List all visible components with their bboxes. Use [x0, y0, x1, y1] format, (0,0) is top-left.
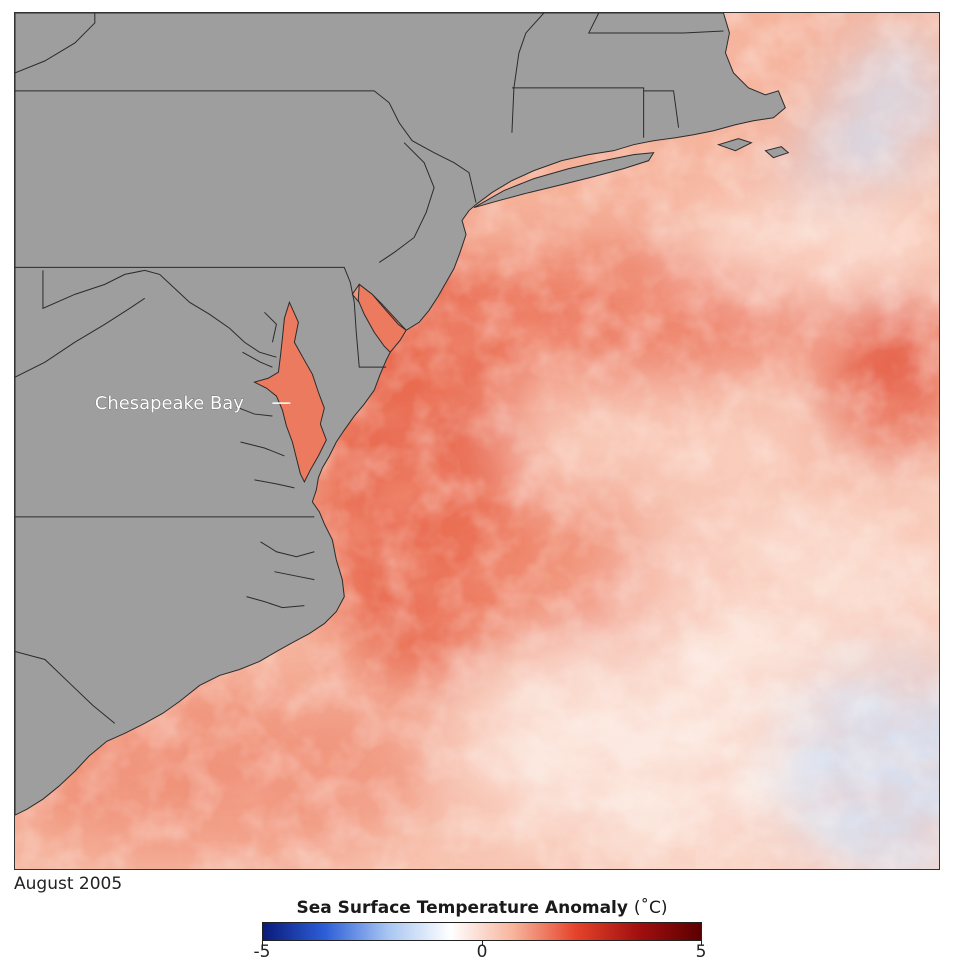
inlet-details	[236, 311, 315, 609]
chesapeake-bay	[253, 300, 327, 484]
tick-min	[262, 941, 263, 945]
delaware-bay	[357, 283, 407, 353]
legend-colorbar	[262, 922, 702, 941]
legend-title-text: Sea Surface Temperature Anomaly	[296, 898, 628, 918]
tick-label-min: -5	[253, 942, 271, 962]
long-island	[473, 152, 655, 209]
chesapeake-bay-label: Chesapeake Bay	[95, 393, 244, 414]
tick-max	[701, 941, 702, 945]
legend-unit: (˚C)	[633, 898, 668, 918]
legend-title: Sea Surface Temperature Anomaly (˚C)	[262, 898, 702, 918]
tick-label-mid: 0	[476, 942, 488, 962]
state-borders	[15, 13, 724, 724]
date-caption: August 2005	[14, 874, 123, 894]
tick-label-max: 5	[695, 942, 707, 962]
sst-anomaly-map: Chesapeake Bay	[14, 12, 940, 870]
tick-mid	[482, 941, 483, 945]
